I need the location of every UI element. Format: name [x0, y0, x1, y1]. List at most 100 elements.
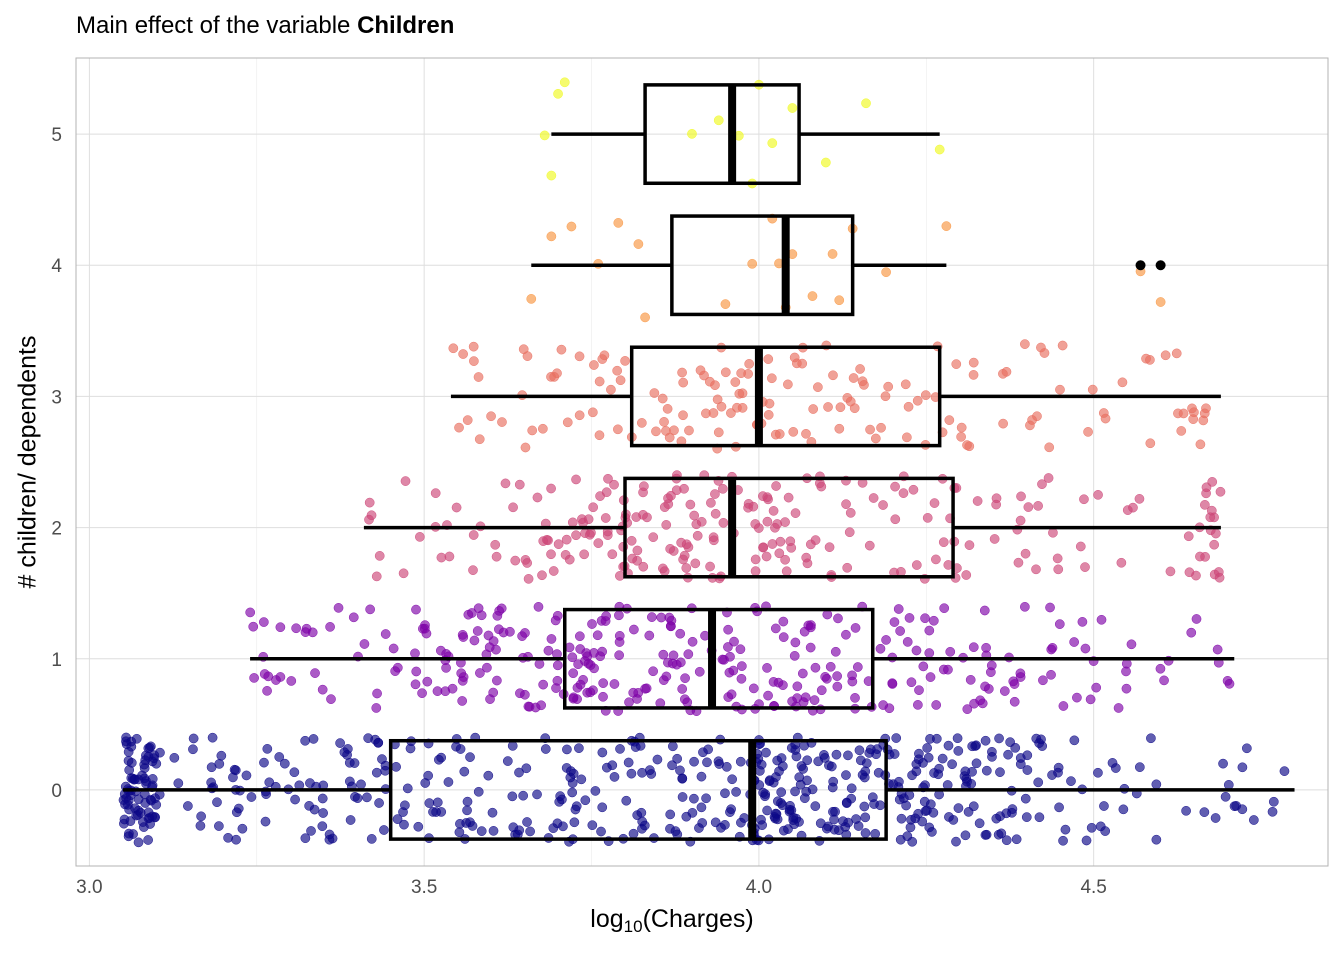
data-point — [821, 157, 831, 168]
data-point — [895, 834, 906, 845]
data-point — [991, 493, 1002, 504]
data-point — [987, 751, 997, 762]
data-point — [454, 827, 465, 838]
data-point — [1054, 802, 1064, 813]
data-point — [566, 766, 576, 776]
data-point — [682, 697, 693, 708]
data-point — [546, 231, 557, 242]
data-point — [1086, 822, 1097, 833]
data-point — [366, 510, 377, 521]
data-point — [607, 760, 618, 771]
data-point — [333, 603, 344, 613]
data-point — [525, 826, 535, 837]
data-point — [716, 401, 727, 412]
data-point — [371, 571, 382, 582]
panel-border — [75, 57, 1329, 867]
data-point — [1187, 403, 1197, 414]
data-point — [701, 408, 711, 419]
data-point — [1038, 675, 1048, 686]
data-point — [906, 677, 917, 688]
data-point — [881, 635, 891, 645]
data-point — [613, 218, 624, 228]
data-point — [484, 642, 495, 653]
data-point — [465, 752, 475, 762]
data-point — [339, 747, 350, 758]
data-point — [279, 758, 290, 769]
data-point — [574, 351, 585, 362]
data-point — [612, 365, 623, 376]
data-point — [911, 560, 922, 570]
data-point — [462, 415, 473, 425]
data-point — [696, 516, 707, 527]
data-point — [1100, 413, 1111, 424]
data-point — [763, 690, 773, 701]
data-point — [469, 356, 479, 366]
data-point — [723, 624, 733, 635]
data-point — [1116, 557, 1127, 568]
data-point — [960, 830, 971, 841]
data-point — [572, 694, 582, 704]
data-point — [781, 566, 792, 577]
data-point — [694, 666, 705, 677]
data-point — [424, 798, 435, 808]
data-point — [762, 663, 772, 673]
data-point — [317, 793, 328, 804]
data-point — [925, 734, 935, 744]
data-point — [1241, 743, 1252, 754]
data-point — [570, 804, 581, 815]
data-point — [580, 528, 590, 539]
data-point — [813, 382, 823, 392]
data-point — [658, 675, 669, 685]
data-point — [317, 684, 328, 695]
data-point — [546, 483, 556, 494]
data-point — [844, 527, 855, 538]
data-point — [415, 532, 425, 542]
data-point — [687, 128, 697, 139]
data-point — [308, 734, 319, 744]
data-point — [687, 807, 698, 818]
data-point — [735, 756, 746, 767]
data-point — [275, 622, 286, 633]
data-point — [895, 626, 905, 636]
data-point — [681, 563, 692, 573]
data-point — [126, 741, 137, 752]
data-point — [637, 816, 648, 827]
data-point — [902, 637, 913, 647]
data-point — [537, 570, 547, 581]
data-point — [317, 821, 328, 832]
data-point — [488, 826, 499, 836]
y-tick-label: 2 — [51, 519, 62, 540]
data-point — [859, 801, 870, 812]
data-point — [379, 825, 389, 835]
jitter-points — [118, 77, 1290, 848]
data-point — [748, 683, 759, 694]
data-point — [914, 685, 924, 696]
data-point — [556, 344, 567, 355]
data-point — [510, 555, 521, 566]
data-point — [832, 671, 842, 681]
data-point — [629, 624, 639, 635]
data-point — [1048, 527, 1058, 538]
data-point — [636, 807, 647, 818]
data-point — [546, 549, 556, 560]
data-point — [981, 642, 991, 653]
x-axis-title-subscript: 10 — [623, 917, 643, 936]
data-point — [411, 604, 421, 615]
data-point — [669, 425, 679, 436]
data-point — [860, 812, 871, 823]
data-point — [462, 796, 473, 807]
data-point — [754, 766, 765, 776]
data-point — [762, 805, 772, 816]
data-point — [462, 805, 472, 816]
data-point — [627, 553, 638, 564]
data-point — [1083, 427, 1093, 437]
data-point — [791, 751, 802, 762]
data-point — [859, 380, 869, 390]
data-point — [1053, 762, 1064, 773]
data-point — [687, 636, 698, 647]
data-point — [422, 676, 433, 687]
data-point — [850, 693, 860, 703]
data-point — [583, 658, 594, 669]
data-point — [550, 615, 561, 626]
data-point — [959, 771, 970, 781]
